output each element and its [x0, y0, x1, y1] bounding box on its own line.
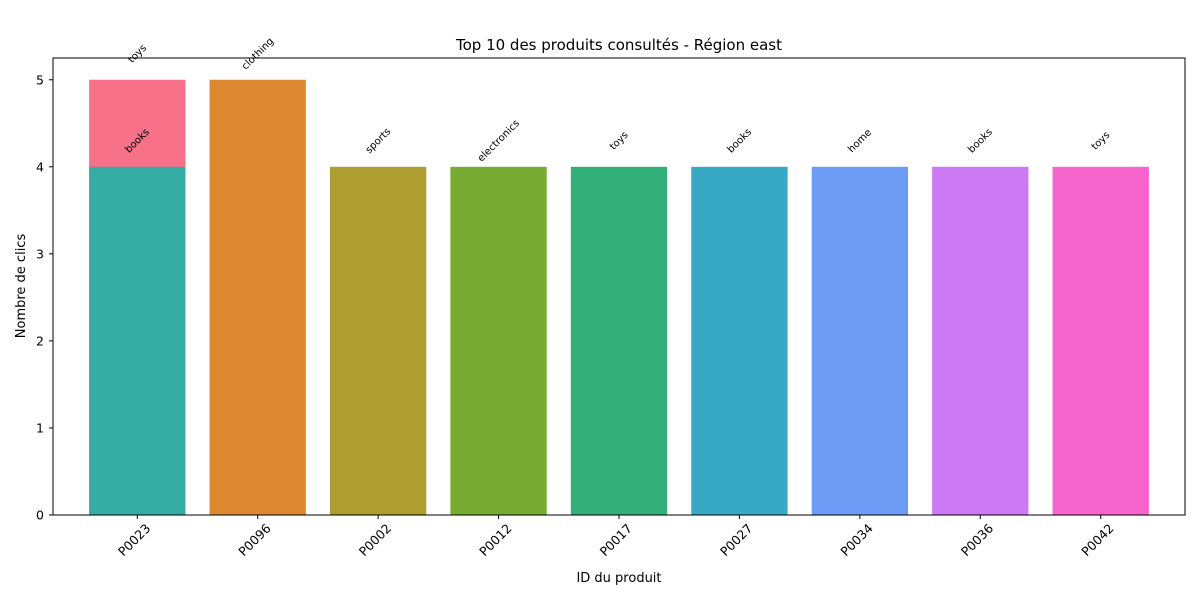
x-tick-label: P0017: [597, 521, 635, 559]
x-tick-label: P0042: [1078, 521, 1116, 559]
x-tick-label: P0096: [235, 521, 273, 559]
y-tick-label: 1: [36, 420, 44, 435]
x-tick-label: P0027: [717, 521, 755, 559]
y-tick-label: 4: [36, 159, 44, 174]
bar-p0034-home: [811, 166, 909, 516]
bar-category-label: electronics: [476, 118, 522, 164]
y-tick-label: 2: [36, 333, 44, 348]
y-tick-label: 0: [36, 508, 44, 523]
x-tick-label: P0023: [115, 521, 153, 559]
bar-p0042-toys: [1052, 166, 1149, 516]
bar-p0017-toys: [570, 166, 668, 516]
bar-category-label: books: [725, 127, 754, 156]
x-tick-label: P0036: [958, 521, 996, 559]
y-axis-label: Nombre de clics: [14, 234, 29, 339]
y-tick-label: 5: [36, 72, 44, 87]
x-tick-label: P0002: [356, 521, 394, 559]
bar-p0023-books: [89, 166, 186, 516]
bar-category-label: toys: [126, 43, 149, 66]
bar-category-label: toys: [608, 130, 631, 153]
x-tick-label: P0034: [837, 521, 875, 559]
bar-p0036-books: [932, 166, 1029, 516]
x-tick-label: P0012: [476, 521, 514, 559]
y-tick-label: 3: [36, 246, 44, 261]
bar-category-label: home: [846, 127, 874, 155]
bar-p0027-books: [691, 166, 788, 516]
bar-p0002-sports: [329, 166, 427, 516]
x-axis-label: ID du produit: [576, 571, 661, 586]
chart-title: Top 10 des produits consultés - Région e…: [455, 36, 782, 54]
bar-category-label: clothing: [240, 36, 276, 72]
bar-p0096-clothing: [209, 79, 306, 515]
bar-category-label: books: [966, 127, 995, 156]
bar-p0012-electronics: [450, 166, 547, 516]
bar-category-label: toys: [1090, 130, 1113, 153]
bar-category-label: sports: [364, 126, 394, 156]
